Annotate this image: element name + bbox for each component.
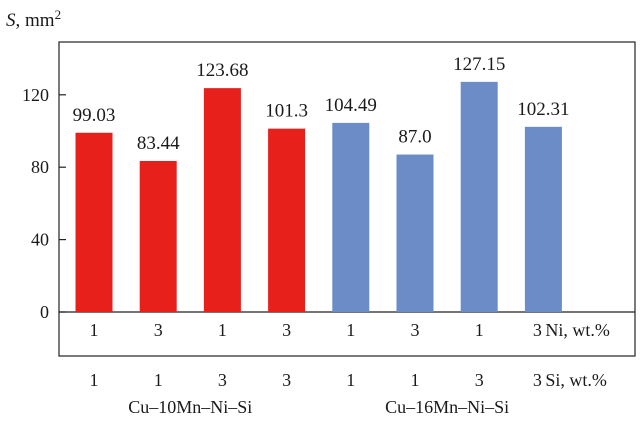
data-label: 102.31 (517, 99, 569, 120)
si-value: 3 (282, 370, 291, 390)
ni-value: 1 (346, 320, 355, 340)
bar (460, 81, 498, 313)
y-tick-label: 0 (40, 302, 49, 322)
data-label: 127.15 (453, 54, 505, 75)
ni-row: 1 3 1 3 1 3 1 3 Ni, wt.% (90, 320, 610, 340)
group-label: Cu–10Mn–Ni–Si (128, 397, 252, 417)
y-tick-label: 120 (22, 85, 49, 105)
data-label: 99.03 (73, 105, 116, 126)
data-label: 87.0 (398, 127, 431, 148)
si-row-label: Si, wt.% (545, 370, 607, 390)
y-tick-label: 40 (31, 230, 49, 250)
si-value: 1 (411, 370, 420, 390)
data-labels-layer: 99.03 83.44 123.68 101.3 104.49 87.0 127.15 102… (73, 54, 570, 154)
data-label: 123.68 (196, 60, 248, 81)
ni-value: 1 (218, 320, 227, 340)
bars-layer (75, 81, 562, 313)
y-tick-label: 80 (31, 157, 49, 177)
ni-value: 1 (475, 320, 484, 340)
data-label: 83.44 (137, 133, 180, 154)
si-value: 3 (475, 370, 484, 390)
group-label: Cu–16Mn–Ni–Si (385, 397, 509, 417)
bar (268, 128, 306, 312)
bar (75, 132, 113, 312)
y-axis: 0 40 80 120 (22, 85, 66, 322)
bar (139, 160, 177, 312)
ni-value: 3 (533, 320, 542, 340)
data-label: 104.49 (325, 95, 377, 116)
y-axis-unit-exponent: 2 (55, 7, 62, 22)
ni-value: 3 (411, 320, 420, 340)
ni-row-label: Ni, wt.% (545, 320, 610, 340)
ni-value: 3 (282, 320, 291, 340)
bar (203, 88, 241, 313)
si-value: 1 (90, 370, 99, 390)
bar (332, 122, 370, 312)
group-labels: Cu–10Mn–Ni–Si Cu–16Mn–Ni–Si (128, 397, 509, 417)
y-axis-symbol: S (6, 10, 16, 31)
data-label: 101.3 (265, 101, 308, 122)
y-axis-unit: , mm (16, 10, 55, 31)
si-value: 1 (346, 370, 355, 390)
si-row: 1 1 3 3 1 1 3 3 Si, wt.% (90, 370, 607, 390)
si-value: 3 (218, 370, 227, 390)
bar (396, 154, 434, 312)
y-axis-title: S, mm2 (6, 7, 61, 31)
ni-value: 1 (90, 320, 99, 340)
bar (524, 126, 562, 312)
si-value: 1 (154, 370, 163, 390)
si-value: 3 (533, 370, 542, 390)
plot-frame (58, 41, 636, 357)
ni-value: 3 (154, 320, 163, 340)
